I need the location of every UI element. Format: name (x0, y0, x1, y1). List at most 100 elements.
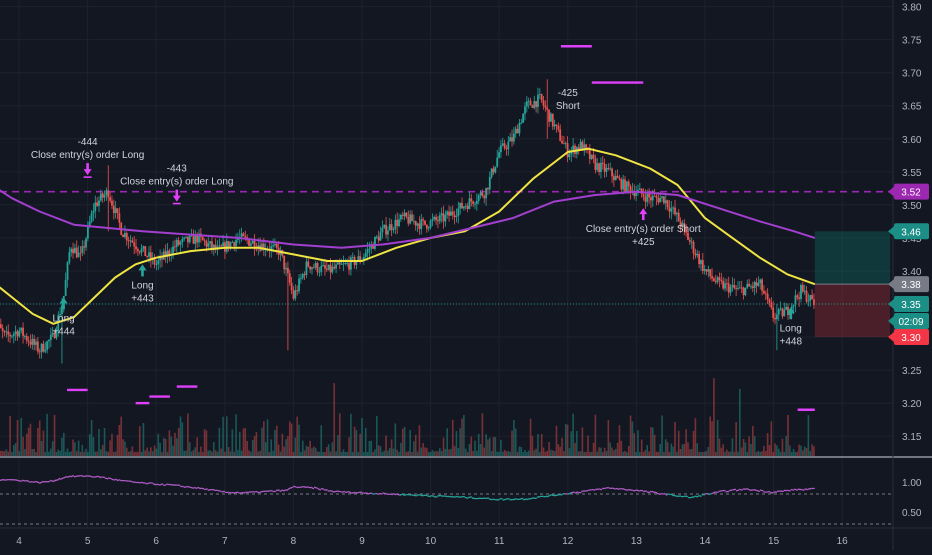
volume-bar (170, 437, 172, 456)
candle-body (472, 201, 474, 203)
candle-body (517, 129, 519, 134)
oscillator-segment (208, 489, 211, 490)
oscillator-segment (427, 496, 430, 497)
volume-bar (683, 444, 685, 456)
candle-body (0, 324, 2, 328)
volume-bar (632, 421, 634, 456)
candle-body (413, 221, 415, 222)
volume-bar (222, 417, 224, 456)
candle-body (483, 196, 485, 198)
volume-bar (750, 444, 752, 456)
candle-body (37, 342, 39, 352)
oscillator-segment (695, 496, 698, 497)
volume-bar (376, 416, 378, 456)
volume-bar (152, 451, 154, 456)
candle-body (143, 246, 145, 248)
candle-body (17, 331, 19, 336)
volume-bar (189, 442, 191, 456)
volume-bar (276, 426, 278, 456)
candle-body (339, 262, 341, 264)
position-box[interactable] (815, 231, 890, 337)
candle-body (806, 291, 808, 302)
candle-body (204, 240, 206, 241)
trade-label: -444 (78, 137, 98, 148)
volume-bar (37, 428, 39, 456)
candle-body (313, 267, 315, 268)
candle-body (317, 263, 319, 272)
candle-body (81, 246, 83, 253)
volume-bar (572, 414, 574, 456)
volume-bar (787, 415, 789, 456)
volume-bar (459, 428, 461, 456)
price-badge-label: 3.52 (901, 188, 921, 199)
candle-body (431, 219, 433, 220)
volume-bar (495, 437, 497, 456)
volume-bar (246, 441, 248, 456)
oscillator-segment (389, 494, 392, 495)
volume-bar (302, 441, 304, 456)
candle-body (600, 163, 602, 172)
candle-body (107, 190, 109, 197)
volume-bar (415, 435, 417, 456)
trade-label: Long (52, 313, 74, 324)
volume-bar (771, 421, 773, 456)
candle-body (728, 283, 730, 292)
oscillator-segment (29, 482, 32, 483)
oscillator-segment (791, 489, 794, 490)
volume-bar (300, 452, 302, 456)
candle-body (802, 285, 804, 292)
volume-bar (696, 443, 698, 456)
candle-body (567, 143, 569, 157)
volume-bar (98, 429, 100, 456)
candle-body (593, 155, 595, 159)
volume-bar (611, 448, 613, 456)
volume-bar (43, 431, 45, 456)
volume-bar (100, 449, 102, 456)
candle-body (400, 215, 402, 219)
oscillator-segment (503, 499, 506, 500)
candle-body (2, 328, 4, 331)
candle-body (448, 212, 450, 216)
candle-body (4, 331, 6, 332)
candle-body (672, 208, 674, 209)
candle-body (659, 198, 661, 202)
oscillator-segment (444, 496, 447, 497)
volume-bar (106, 451, 108, 456)
candle-body (39, 352, 41, 353)
candle-body (393, 229, 395, 230)
candle-body (96, 203, 98, 206)
volume-bar (267, 419, 269, 456)
oscillator-segment (125, 481, 128, 482)
candle-body (544, 106, 546, 108)
volume-bar (674, 422, 676, 456)
volume-bar (141, 452, 143, 456)
candle-body (457, 209, 459, 217)
oscillator-segment (304, 487, 307, 488)
candle-body (489, 177, 491, 189)
candle-body (326, 269, 328, 270)
candle-body (406, 213, 408, 217)
y-tick-label: 3.75 (902, 36, 922, 47)
volume-bar (126, 448, 128, 456)
volume-bar (758, 451, 760, 456)
x-tick-label: 15 (768, 536, 780, 547)
volume-bar (226, 416, 228, 456)
candle-body (706, 269, 708, 271)
candle-body (206, 241, 208, 246)
volume-bar (352, 452, 354, 456)
volume-bar (193, 450, 195, 456)
candle-body (709, 269, 711, 276)
candle-body (156, 264, 158, 265)
candle-body (724, 283, 726, 288)
candle-body (476, 201, 478, 204)
candle-body (333, 267, 335, 269)
candle-body (693, 242, 695, 254)
oscillator-segment (767, 492, 770, 493)
candle-body (306, 262, 308, 275)
candle-body (118, 213, 120, 223)
volume-bar (798, 445, 800, 456)
oscillator-segment (204, 489, 207, 490)
volume-bar (485, 434, 487, 456)
